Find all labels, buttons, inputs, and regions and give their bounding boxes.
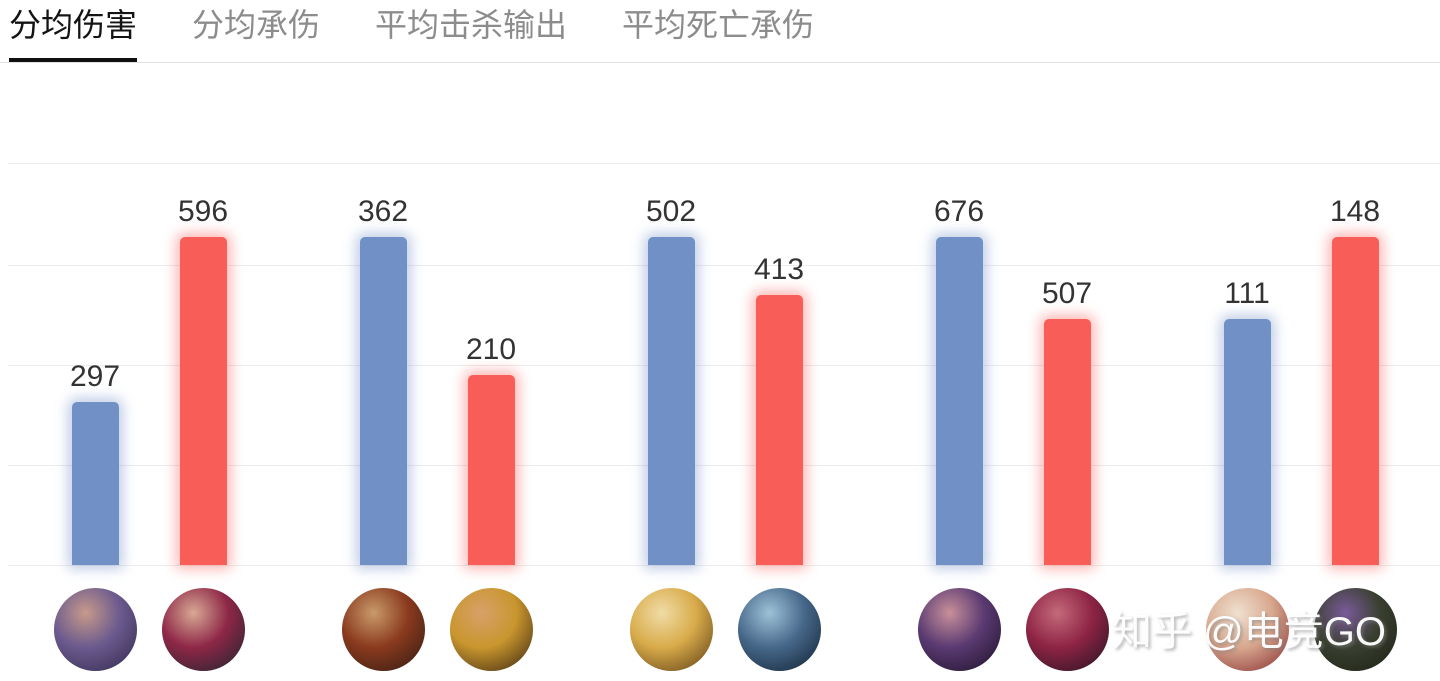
- gridline: [8, 365, 1440, 366]
- red-bar: [179, 237, 227, 565]
- bar-column-blue: 362: [329, 0, 437, 681]
- red-bar: [1331, 237, 1379, 565]
- bar-area: 507: [1042, 0, 1092, 565]
- champion-avatar-xayah: [1025, 588, 1109, 671]
- bar-value-label: 297: [69, 360, 121, 393]
- bar-area: 297: [70, 0, 120, 565]
- champion-avatar-kaisa: [917, 588, 1001, 671]
- bar-area: 676: [934, 0, 984, 565]
- bar-column-red: 148: [1301, 0, 1409, 681]
- tab-damage-per-min[interactable]: 分均伤害: [9, 0, 138, 62]
- blue-bar: [647, 237, 695, 565]
- bar-value-label: 210: [465, 333, 517, 366]
- bar-area: 596: [178, 0, 228, 565]
- red-bar: [467, 375, 515, 565]
- bar-value-label: 502: [645, 195, 697, 228]
- blue-bar: [935, 237, 983, 565]
- bar-value-label: 148: [1329, 195, 1381, 228]
- bar-value-label: 413: [753, 253, 805, 286]
- bar-area: 362: [358, 0, 408, 565]
- red-bar: [755, 295, 803, 565]
- bar-area: 111: [1223, 0, 1271, 565]
- bar-value-label: 362: [357, 195, 409, 228]
- bar-value-label: 111: [1224, 277, 1270, 310]
- bar-value-label: 676: [933, 195, 985, 228]
- bar-value-label: 596: [177, 195, 229, 228]
- champion-avatar-fiora: [161, 588, 245, 671]
- champion-avatar-jarvan: [449, 588, 533, 671]
- tab-damage-taken-per-min[interactable]: 分均承伤: [192, 7, 321, 43]
- tab-avg-death-damage[interactable]: 平均死亡承伤: [622, 7, 815, 43]
- bar-area: 502: [646, 0, 696, 565]
- champion-pair-group: 111 148: [1193, 0, 1409, 681]
- bar-column-blue: 111: [1193, 0, 1301, 681]
- champion-avatar-irelia: [53, 588, 137, 671]
- tab-bar: 分均伤害 分均承伤 平均击杀输出 平均死亡承伤: [0, 0, 1440, 63]
- champion-avatar-gragas: [341, 588, 425, 671]
- champion-pair-group: 297 596: [41, 0, 257, 681]
- bar-column-red: 413: [725, 0, 833, 681]
- bar-column-blue: 502: [617, 0, 725, 681]
- bar-column-red: 596: [149, 0, 257, 681]
- bar-column-blue: 297: [41, 0, 149, 681]
- gridline: [8, 465, 1440, 466]
- gridline: [8, 265, 1440, 266]
- red-bar: [1043, 319, 1091, 565]
- bar-area: 148: [1330, 0, 1380, 565]
- blue-bar: [359, 237, 407, 565]
- bar-area: 413: [754, 0, 804, 565]
- champion-avatar-azir: [629, 588, 713, 671]
- champion-avatar-dark-champion: [1313, 588, 1397, 671]
- bar-area: 210: [466, 0, 516, 565]
- bar-column-red: 507: [1013, 0, 1121, 681]
- champion-avatar-rakan: [1205, 588, 1289, 671]
- blue-bar: [71, 402, 119, 565]
- champion-pair-group: 502 413: [617, 0, 833, 681]
- champion-avatar-lissandra: [737, 588, 821, 671]
- gridline: [8, 163, 1440, 164]
- blue-bar: [1223, 319, 1271, 565]
- bar-column-blue: 676: [905, 0, 1013, 681]
- gridline: [8, 565, 1440, 566]
- tab-avg-kill-output[interactable]: 平均击杀输出: [375, 7, 568, 43]
- bar-column-red: 210: [437, 0, 545, 681]
- bar-value-label: 507: [1041, 277, 1093, 310]
- champion-pair-group: 362 210: [329, 0, 545, 681]
- champion-pair-group: 676 507: [905, 0, 1121, 681]
- watermark: 知乎 @电竞GO: [1112, 610, 1386, 654]
